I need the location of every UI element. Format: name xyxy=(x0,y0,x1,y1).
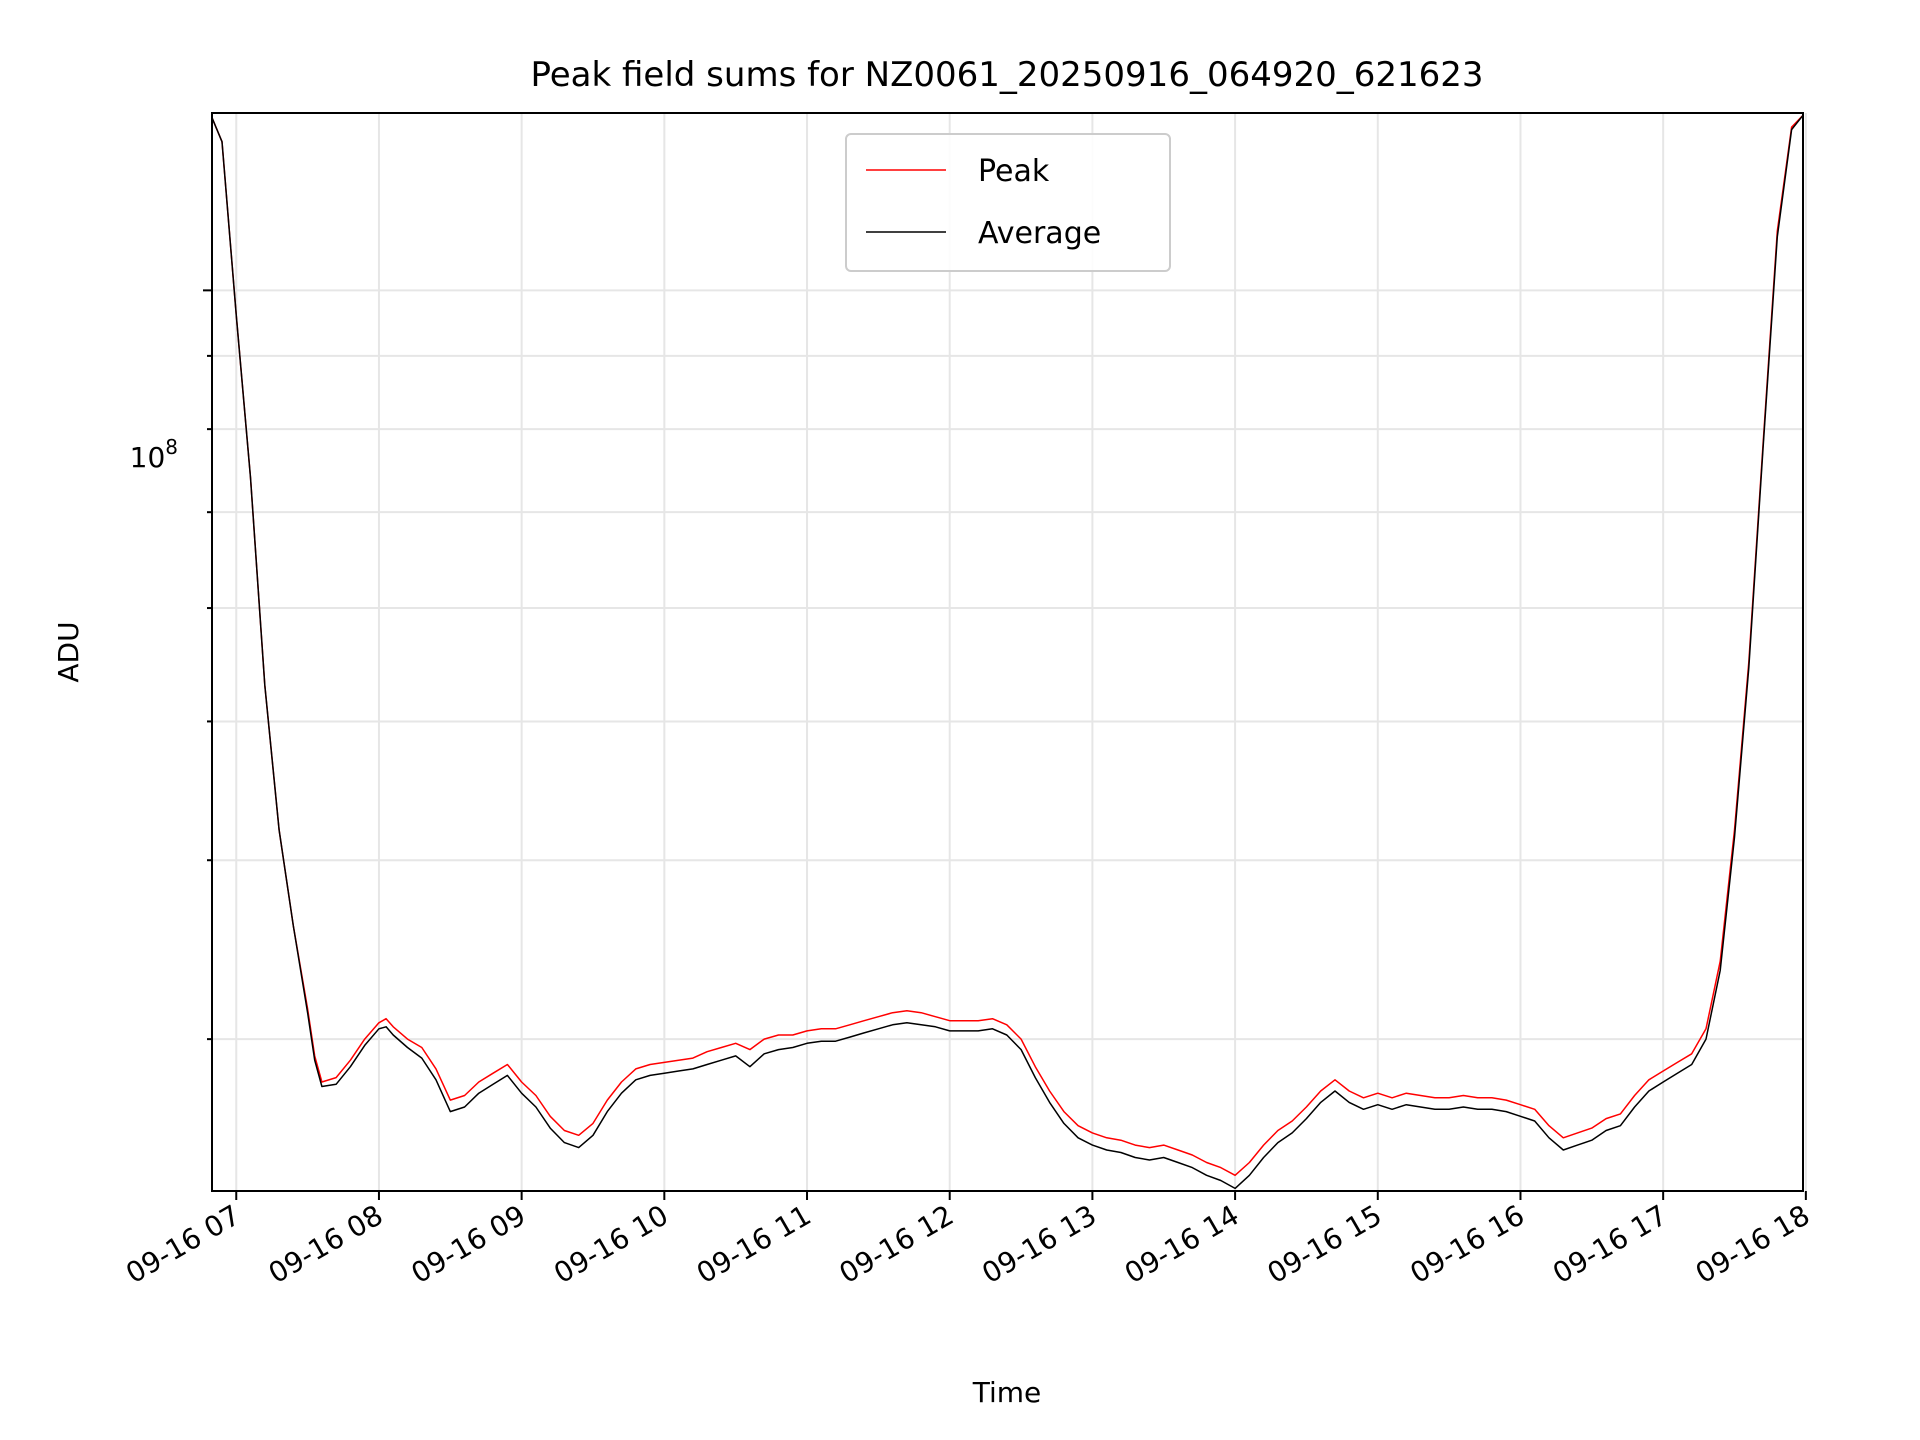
series-line-average xyxy=(211,114,1804,1190)
y-tick-base: 10 xyxy=(130,441,166,474)
y-tick-label-1e8: 108 xyxy=(130,435,178,474)
legend-box xyxy=(845,133,1171,272)
legend: Peak Average xyxy=(845,133,1171,272)
legend-peak-label: Peak xyxy=(978,154,1050,189)
plot-frame xyxy=(211,112,1804,1192)
y-tick-exponent: 8 xyxy=(165,435,178,459)
chart-title: Peak field sums for NZ0061_20250916_0649… xyxy=(530,55,1483,95)
y-axis-label: ADU xyxy=(52,621,85,682)
series-line-peak xyxy=(211,114,1804,1177)
y-axis-ticks xyxy=(203,289,212,1041)
gridlines xyxy=(212,113,1807,1191)
y-major-tick-label: 108 xyxy=(130,435,178,474)
x-axis-label: Time xyxy=(972,1376,1042,1409)
legend-average-label: Average xyxy=(978,216,1101,251)
plot-lines xyxy=(211,114,1804,1190)
